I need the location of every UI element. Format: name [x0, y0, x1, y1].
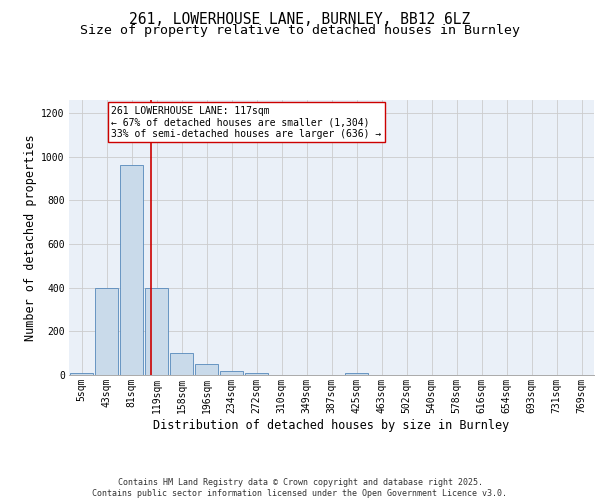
- Bar: [345, 373, 368, 375]
- Text: 261 LOWERHOUSE LANE: 117sqm
← 67% of detached houses are smaller (1,304)
33% of : 261 LOWERHOUSE LANE: 117sqm ← 67% of det…: [111, 106, 381, 138]
- Bar: [170, 353, 193, 375]
- Bar: [245, 373, 268, 375]
- Bar: [195, 364, 218, 375]
- Bar: [220, 370, 243, 375]
- Bar: [95, 288, 118, 375]
- Bar: [145, 288, 168, 375]
- Text: Contains HM Land Registry data © Crown copyright and database right 2025.
Contai: Contains HM Land Registry data © Crown c…: [92, 478, 508, 498]
- Bar: [70, 373, 93, 375]
- Text: 261, LOWERHOUSE LANE, BURNLEY, BB12 6LZ: 261, LOWERHOUSE LANE, BURNLEY, BB12 6LZ: [130, 12, 470, 28]
- Y-axis label: Number of detached properties: Number of detached properties: [24, 134, 37, 341]
- X-axis label: Distribution of detached houses by size in Burnley: Distribution of detached houses by size …: [154, 418, 509, 432]
- Text: Size of property relative to detached houses in Burnley: Size of property relative to detached ho…: [80, 24, 520, 37]
- Bar: [120, 166, 143, 375]
